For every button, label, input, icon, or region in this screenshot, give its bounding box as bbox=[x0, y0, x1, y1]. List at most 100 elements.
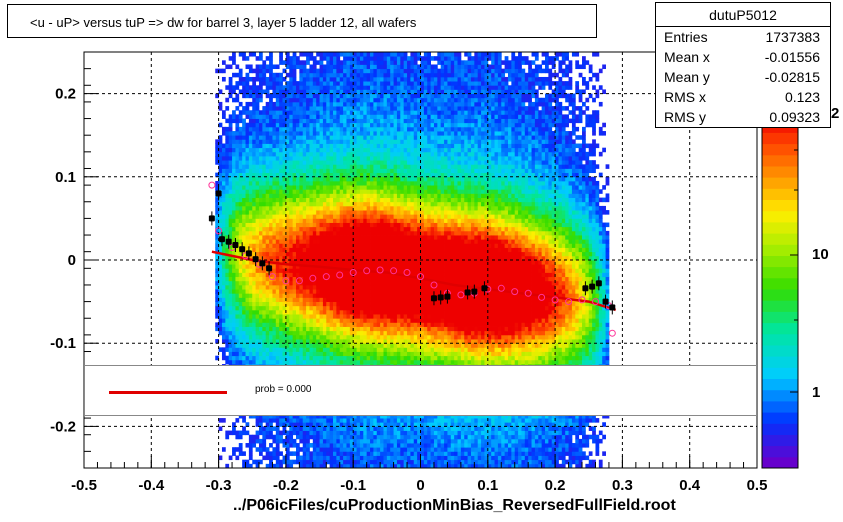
heatmap-cell bbox=[296, 135, 300, 140]
heatmap-cell bbox=[390, 176, 394, 182]
heatmap-cell bbox=[370, 93, 374, 99]
heatmap-cell bbox=[373, 201, 378, 207]
heatmap-cell bbox=[316, 160, 320, 165]
heatmap-cell bbox=[228, 339, 233, 344]
heatmap-cell bbox=[326, 60, 331, 65]
heatmap-cell bbox=[289, 305, 294, 311]
heatmap-cell bbox=[343, 434, 347, 440]
heatmap-cell bbox=[356, 101, 361, 107]
heatmap-cell bbox=[380, 284, 384, 290]
heatmap-cell bbox=[218, 201, 223, 207]
heatmap-cell bbox=[289, 351, 294, 357]
heatmap-cell bbox=[376, 430, 381, 436]
heatmap-cell bbox=[393, 430, 398, 436]
heatmap-cell bbox=[316, 214, 320, 219]
heatmap-cell bbox=[376, 418, 381, 423]
heatmap-cell bbox=[299, 68, 304, 74]
heatmap-cell bbox=[309, 243, 314, 248]
heatmap-cell bbox=[289, 147, 294, 153]
heatmap-cell bbox=[393, 355, 398, 361]
heatmap-cell bbox=[370, 101, 374, 107]
heatmap-cell bbox=[386, 76, 391, 82]
heatmap-cell bbox=[232, 268, 236, 273]
heatmap-cell bbox=[333, 243, 337, 248]
heatmap-cell bbox=[336, 330, 341, 336]
heatmap-cell bbox=[235, 301, 240, 307]
heatmap-cell bbox=[252, 230, 257, 236]
heatmap-cell bbox=[225, 164, 230, 169]
heatmap-cell bbox=[279, 226, 283, 232]
heatmap-cell bbox=[265, 243, 270, 248]
heatmap-cell bbox=[282, 118, 287, 124]
heatmap-cell bbox=[349, 201, 354, 207]
heatmap-cell bbox=[302, 201, 307, 207]
heatmap-cell bbox=[383, 264, 388, 269]
heatmap-cell bbox=[343, 280, 347, 286]
heatmap-cell bbox=[319, 418, 324, 423]
heatmap-cell bbox=[309, 89, 314, 94]
heatmap-cell bbox=[285, 222, 290, 228]
heatmap-cell bbox=[215, 180, 219, 186]
heatmap-cell bbox=[386, 85, 391, 90]
heatmap-cell bbox=[292, 351, 297, 357]
heatmap-cell bbox=[356, 326, 361, 332]
heatmap-cell bbox=[356, 64, 361, 70]
heatmap-cell bbox=[299, 72, 304, 78]
heatmap-cell bbox=[218, 318, 223, 323]
heatmap-cell bbox=[272, 330, 277, 336]
heatmap-cell bbox=[346, 418, 351, 423]
heatmap-cell bbox=[390, 330, 394, 336]
heatmap-cell bbox=[370, 463, 374, 469]
heatmap-cell bbox=[383, 189, 388, 194]
heatmap-cell bbox=[248, 305, 253, 311]
heatmap-cell bbox=[235, 230, 240, 236]
heatmap-cell bbox=[353, 314, 357, 319]
heatmap-cell bbox=[289, 160, 294, 165]
heatmap-cell bbox=[309, 289, 314, 294]
heatmap-cell bbox=[346, 135, 351, 140]
heatmap-cell bbox=[262, 168, 267, 174]
heatmap-cell bbox=[296, 106, 300, 111]
heatmap-cell bbox=[353, 251, 357, 257]
heatmap-cell bbox=[329, 193, 334, 198]
heatmap-cell bbox=[255, 197, 260, 203]
heatmap-cell bbox=[373, 447, 378, 452]
heatmap-cell bbox=[265, 463, 270, 469]
heatmap-cell bbox=[393, 330, 398, 336]
heatmap-cell bbox=[380, 309, 384, 315]
heatmap-cell bbox=[282, 359, 287, 365]
heatmap-cell bbox=[296, 243, 300, 248]
heatmap-cell bbox=[225, 235, 230, 240]
heatmap-cell bbox=[272, 197, 277, 203]
heatmap-cell bbox=[316, 447, 320, 452]
heatmap-cell bbox=[225, 260, 230, 265]
heatmap-cell bbox=[269, 463, 273, 469]
heatmap-cell bbox=[242, 160, 246, 165]
heatmap-cell bbox=[235, 139, 240, 144]
heatmap-cell bbox=[262, 118, 267, 124]
heatmap-cell bbox=[339, 309, 344, 315]
heatmap-cell bbox=[309, 126, 314, 132]
heatmap-cell bbox=[370, 339, 374, 344]
heatmap-cell bbox=[366, 56, 371, 61]
heatmap-cell bbox=[265, 334, 270, 340]
heatmap-cell bbox=[333, 135, 337, 140]
heatmap-cell bbox=[279, 205, 283, 211]
heatmap-cell bbox=[383, 93, 388, 99]
heatmap-cell bbox=[235, 147, 240, 153]
heatmap-cell bbox=[238, 180, 243, 186]
heatmap-cell bbox=[366, 235, 371, 240]
heatmap-cell bbox=[343, 334, 347, 340]
heatmap-cell bbox=[299, 205, 304, 211]
heatmap-cell bbox=[255, 135, 260, 140]
heatmap-cell bbox=[306, 205, 310, 211]
heatmap-cell bbox=[390, 210, 394, 215]
heatmap-cell bbox=[346, 156, 351, 161]
heatmap-cell bbox=[326, 260, 331, 265]
heatmap-cell bbox=[383, 89, 388, 94]
heatmap-cell bbox=[299, 164, 304, 169]
heatmap-cell bbox=[252, 89, 257, 94]
heatmap-cell bbox=[316, 197, 320, 203]
heatmap-cell bbox=[333, 126, 337, 132]
heatmap-cell bbox=[285, 193, 290, 198]
